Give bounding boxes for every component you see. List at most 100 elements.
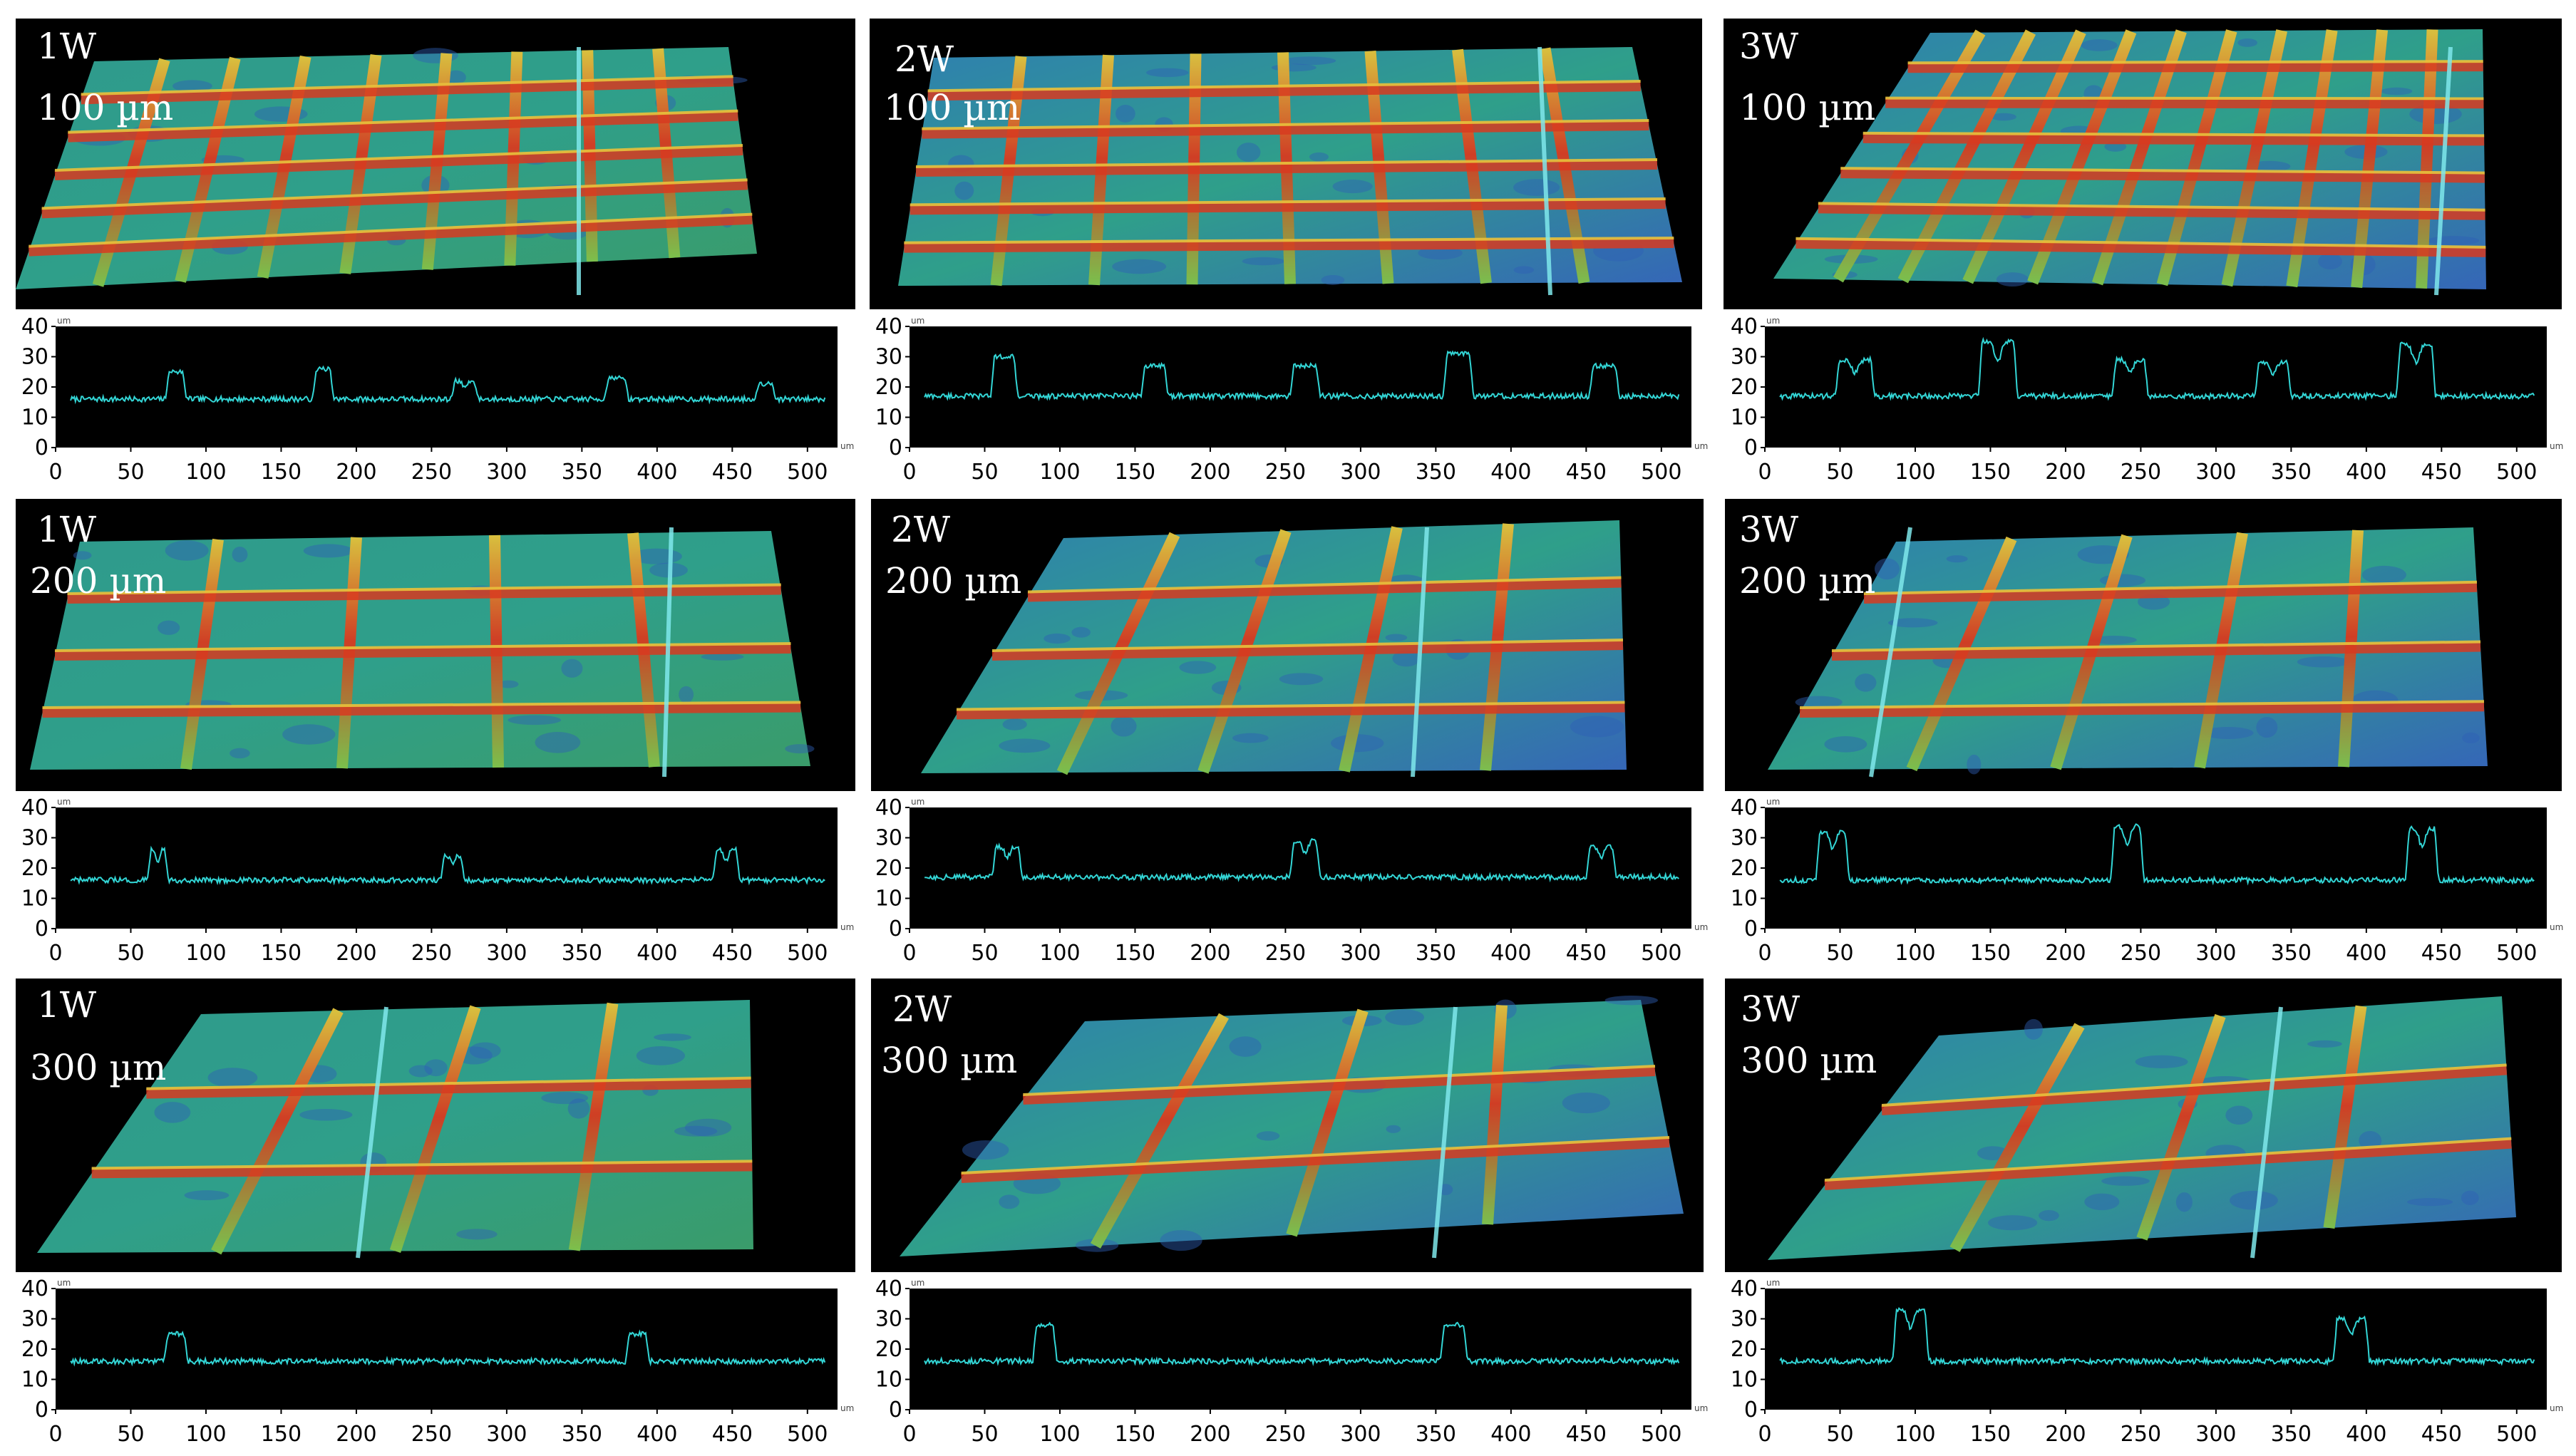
height-profile-chart: 0 10 20 30 40 0 50 100 150 200 250 300 350 400 450 500 u…: [1709, 1276, 2565, 1454]
surface-depression: [1795, 696, 1843, 708]
x-tick-label: 50: [1826, 941, 1853, 966]
x-tick-label: 100: [1895, 1422, 1935, 1447]
surface-depression: [1855, 673, 1877, 692]
surface-plane: [37, 1000, 753, 1253]
x-tick-label: 250: [2121, 1422, 2161, 1447]
y-tick-label: 30: [875, 1307, 902, 1332]
profile-cut-line: [1411, 527, 1429, 778]
profile-trace: [70, 365, 826, 405]
surface-depression: [2256, 716, 2278, 738]
height-profile-chart: 0 10 20 30 40 0 50 100 150 200 250 300 350 400 450 500 u…: [1709, 795, 2565, 973]
raised-line-edge: [54, 144, 743, 172]
surface-depression: [299, 1109, 353, 1121]
y-tick-label: 10: [1731, 1368, 1758, 1393]
surface-depression: [2407, 1198, 2453, 1207]
surface-depression: [561, 659, 583, 678]
surface-depression: [1116, 105, 1135, 123]
x-tick-label: 250: [1265, 941, 1306, 966]
y-tick-label: 30: [1731, 1307, 1758, 1332]
x-tick-label: 100: [185, 460, 226, 485]
raised-line-edge: [910, 197, 1666, 207]
power-label: 1W: [37, 26, 97, 67]
x-tick-label: 150: [1970, 1422, 2011, 1447]
profile-cut-line: [1869, 527, 1912, 778]
x-tick-label: 250: [1265, 460, 1306, 485]
x-axis-unit: um: [2550, 441, 2563, 451]
surface-plane: [1773, 29, 2486, 289]
surface-depression: [1179, 661, 1217, 674]
power-label: 2W: [892, 988, 952, 1030]
raised-line: [1482, 1004, 1508, 1225]
y-axis-unit: um: [1766, 1278, 1780, 1288]
raised-line: [1824, 1138, 2512, 1190]
profile-cut-line: [1432, 1006, 1458, 1259]
surface-depression: [469, 1042, 501, 1059]
surface-depression: [1044, 633, 1071, 644]
x-tick-label: 300: [2195, 941, 2236, 966]
raised-line: [1885, 98, 2484, 109]
y-tick-label: 10: [1731, 887, 1758, 912]
profile-trace: [924, 837, 1679, 883]
surface-depression: [424, 1059, 448, 1077]
x-tick-label: 350: [2271, 941, 2312, 966]
spacing-label: 300 µm: [1741, 1040, 1877, 1081]
raised-line-edge: [68, 109, 738, 134]
surface-render: [898, 46, 1682, 296]
x-tick-label: 250: [411, 460, 452, 485]
x-tick-label: 50: [1826, 460, 1853, 485]
spacing-label: 100 µm: [1739, 87, 1876, 128]
surface-depression: [2461, 1190, 2479, 1205]
x-tick-label: 300: [2195, 1422, 2236, 1447]
surface-depression: [999, 1194, 1020, 1209]
surface-depression: [1513, 179, 1560, 196]
plot-area: [1765, 326, 2547, 448]
surface-depression: [2307, 1040, 2342, 1048]
surface-render: [1773, 29, 2486, 296]
surface-depression: [2462, 732, 2480, 744]
raised-line: [81, 76, 733, 105]
x-tick-label: 0: [902, 1422, 916, 1447]
raised-line-edge: [1907, 60, 2483, 65]
surface-depression: [999, 738, 1051, 753]
y-tick-label: 20: [875, 1337, 902, 1362]
surface-depression: [674, 1125, 718, 1137]
plot-area: [910, 326, 1691, 448]
surface-depression: [73, 551, 92, 560]
surface-depression: [1386, 1125, 1401, 1133]
surface-depression: [1887, 618, 1938, 628]
raised-line-edge: [915, 158, 1658, 168]
y-tick-label: 30: [875, 345, 902, 370]
raised-line-edge: [922, 119, 1649, 130]
x-tick-label: 500: [1641, 460, 1681, 485]
x-axis-unit: um: [2550, 1403, 2563, 1413]
x-tick-label: 0: [48, 460, 62, 485]
profile-trace: [1779, 336, 2535, 401]
surface-map: 1W 300 µm: [16, 979, 855, 1272]
x-tick-label: 350: [1416, 941, 1456, 966]
x-tick-label: 450: [712, 460, 753, 485]
surface-depression: [684, 1118, 732, 1137]
spacing-label: 300 µm: [30, 1047, 167, 1088]
surface-depression: [1232, 733, 1269, 743]
x-tick-label: 250: [411, 1422, 452, 1447]
x-tick-label: 300: [2195, 460, 2236, 485]
surface-depression: [1996, 272, 2029, 287]
raised-line: [146, 1078, 751, 1099]
raised-line-edge: [1799, 700, 2485, 709]
raised-line-edge: [67, 583, 781, 595]
surface-depression: [1282, 56, 1336, 66]
surface-depression: [541, 1092, 589, 1105]
surface-depression: [954, 181, 974, 200]
surface-render: [16, 47, 757, 295]
surface-depression: [456, 1229, 498, 1240]
x-tick-label: 200: [336, 941, 376, 966]
y-axis-unit: um: [57, 1278, 71, 1288]
x-tick-label: 300: [486, 460, 527, 485]
surface-map: 3W 300 µm: [1725, 979, 2562, 1272]
x-tick-label: 500: [2496, 460, 2537, 485]
profile-cut-line: [356, 1006, 388, 1259]
x-axis-unit: um: [1694, 441, 1708, 451]
